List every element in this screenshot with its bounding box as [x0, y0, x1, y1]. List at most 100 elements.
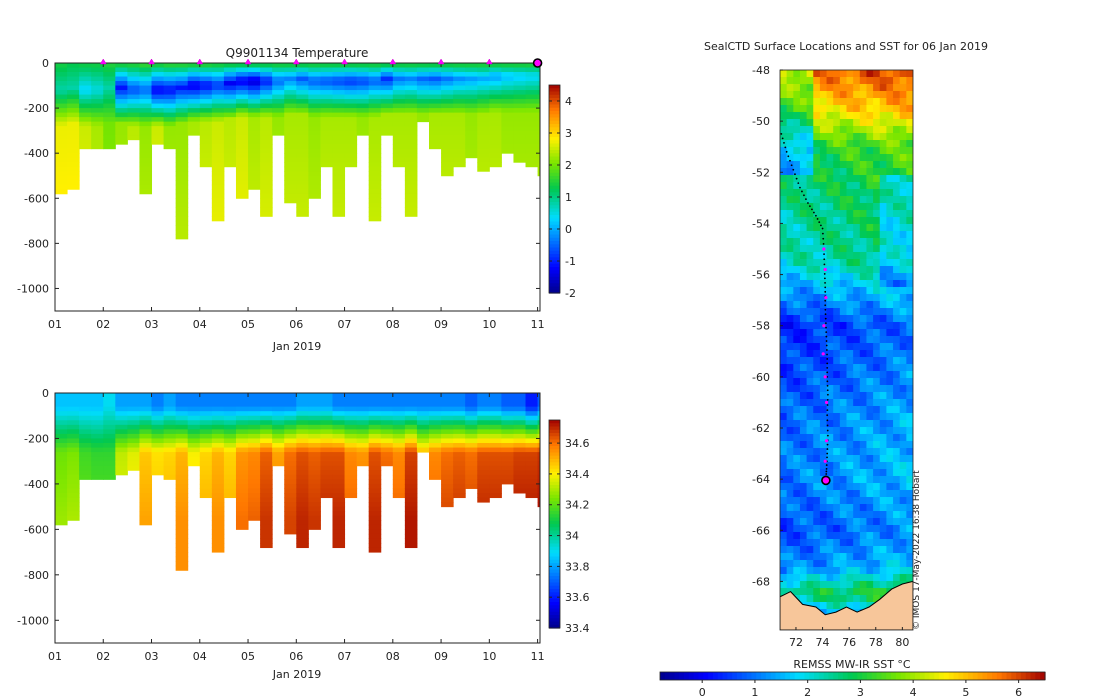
- temperature-cell: [489, 108, 502, 114]
- colorbar-segment: [549, 563, 560, 567]
- salinity-cell: [368, 547, 382, 553]
- sst-cell: [873, 427, 881, 435]
- sst-cell: [839, 175, 848, 183]
- sst-cell: [833, 147, 841, 155]
- temperature-cell: [139, 85, 153, 91]
- salinity-cell: [260, 443, 273, 449]
- salinity-cell: [296, 470, 309, 476]
- sst-cell: [846, 308, 854, 316]
- sst-cell: [886, 175, 894, 183]
- temperature-cell: [308, 81, 321, 87]
- salinity-cell: [223, 406, 237, 412]
- sst-cell: [893, 406, 901, 414]
- temperature-cell: [441, 144, 454, 150]
- salinity-cell: [199, 415, 213, 421]
- sst-cell: [906, 469, 913, 477]
- salinity-cell: [320, 393, 333, 399]
- temperature-cell: [477, 81, 490, 87]
- salinity-cell: [127, 443, 140, 449]
- salinity-cell: [235, 424, 249, 430]
- colorbar-segment: [549, 589, 560, 593]
- temperature-cell: [284, 99, 297, 105]
- sst-cell: [886, 581, 894, 589]
- temperature-cell: [404, 175, 418, 181]
- temperature-cell: [260, 85, 273, 91]
- salinity-cell: [465, 438, 478, 444]
- sst-cell: [879, 98, 887, 106]
- temperature-cell: [320, 103, 333, 109]
- colorbar-segment: [549, 611, 560, 616]
- sst-cell: [839, 273, 848, 281]
- temperature-cell: [235, 81, 249, 87]
- temperature-cell: [501, 76, 514, 82]
- temperature-cell: [404, 193, 418, 199]
- sst-cell: [853, 504, 861, 512]
- salinity-cell: [296, 443, 309, 449]
- sst-cell: [846, 427, 854, 435]
- sst-cell: [833, 301, 841, 309]
- sst-cell: [799, 196, 808, 204]
- temperature-cell: [79, 63, 92, 69]
- colorbar-frame: [548, 84, 561, 294]
- sst-cell: [886, 147, 894, 155]
- salinity-cell: [223, 488, 237, 494]
- sst-cell: [786, 476, 794, 484]
- sst-cell: [793, 518, 801, 526]
- sst-cell: [859, 462, 868, 470]
- sst-cell: [846, 140, 854, 148]
- sst-cell: [839, 91, 848, 99]
- lon-tick-label: 76: [842, 636, 856, 649]
- sst-field: [780, 70, 913, 630]
- sst-cell: [833, 518, 841, 526]
- temperature-cell: [139, 117, 153, 123]
- sst-cell: [873, 238, 881, 246]
- salinity-cell: [320, 406, 333, 412]
- salinity-cell: [67, 433, 80, 439]
- temperature-cell: [392, 162, 406, 168]
- sst-cell: [853, 476, 861, 484]
- colorbar-segment: [549, 276, 560, 281]
- colorbar-segment: [549, 237, 560, 242]
- sst-cell: [826, 504, 834, 512]
- sst-cell: [833, 259, 841, 267]
- x-tick-label: 01: [48, 318, 62, 331]
- sst-cell: [893, 112, 901, 120]
- temperature-cell: [453, 72, 466, 78]
- temperature-cell: [332, 85, 346, 91]
- temperature-cell: [103, 81, 116, 87]
- temperature-cell: [248, 144, 261, 150]
- sst-cell: [806, 560, 814, 568]
- temperature-cell: [55, 99, 68, 105]
- salinity-cell: [441, 406, 454, 412]
- salinity-cell: [272, 456, 285, 462]
- sst-cell: [799, 532, 808, 540]
- salinity-cell: [537, 479, 540, 485]
- sst-cell: [853, 252, 861, 260]
- sst-cell: [839, 112, 848, 120]
- temperature-cell: [453, 121, 466, 127]
- salinity-cell: [79, 397, 92, 403]
- salinity-cell: [139, 515, 153, 521]
- sst-cell: [839, 553, 848, 561]
- sst-cell: [813, 483, 821, 491]
- temperature-cell: [127, 63, 140, 69]
- sst-cell: [906, 371, 913, 379]
- salinity-cell: [127, 393, 140, 399]
- track-point: [803, 194, 805, 197]
- salinity-cell: [525, 488, 539, 494]
- sst-cell: [793, 553, 801, 561]
- sst-cell: [866, 462, 874, 470]
- salinity-cell: [235, 511, 249, 517]
- salinity-cell: [211, 411, 225, 417]
- salinity-cell: [308, 402, 321, 408]
- temperature-cell: [199, 103, 213, 109]
- colorbar-tick-label: 34: [565, 530, 579, 543]
- sst-cell: [826, 539, 834, 547]
- sst-cell: [839, 196, 848, 204]
- track-point: [792, 168, 795, 171]
- temperature-cell: [404, 148, 418, 154]
- sst-cell: [799, 357, 808, 365]
- temperature-cell: [356, 63, 370, 69]
- sst-cell: [826, 525, 834, 533]
- sst-cell: [806, 581, 814, 589]
